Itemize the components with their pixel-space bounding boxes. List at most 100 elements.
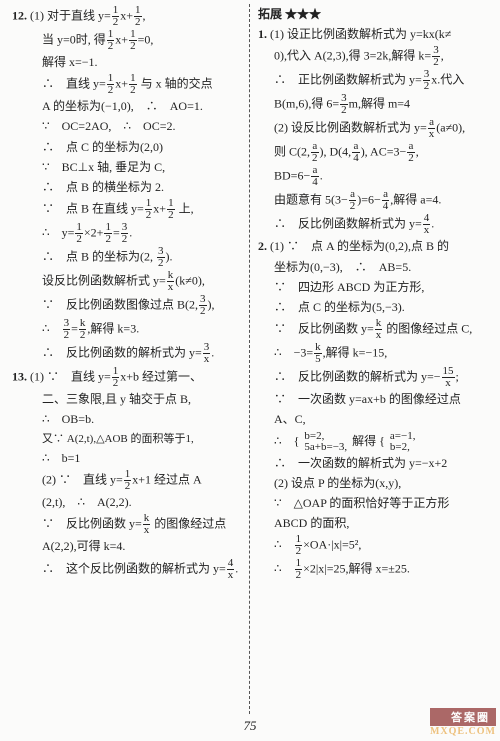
text: = xyxy=(71,321,78,335)
text: 当 y=0时, 得 xyxy=(42,32,106,46)
watermark: 答案圈 MXQE.COM xyxy=(430,708,496,737)
r2-l11: ∴ 一次函数的解析式为 y=−x+2 xyxy=(258,454,488,473)
r2-l2: 坐标为(0,−3), ∴ AB=5. xyxy=(258,258,488,277)
text: (a≠0), xyxy=(436,121,465,135)
p12-l5: A 的坐标为(−1,0), ∴ AO=1. xyxy=(12,97,241,116)
text: ∴ xyxy=(274,562,294,576)
text: , xyxy=(416,145,419,159)
text: . xyxy=(129,225,132,239)
r2-l12: (2) 设点 P 的坐标为(x,y), xyxy=(258,474,488,493)
text: ∴ { xyxy=(274,433,299,447)
text: 上, xyxy=(176,201,194,215)
r1-l7: BD=6−a4. xyxy=(258,165,488,188)
r2-l6: ∴ −3=k5,解得 k=−15, xyxy=(258,342,488,365)
section-header: 拓展 ★★★ xyxy=(258,5,488,24)
text: ), AC=3− xyxy=(361,145,407,159)
text: ; xyxy=(456,369,459,383)
p13-l4: 又∵ A(2,t),△AOB 的面积等于1, xyxy=(12,431,241,449)
text: x+1 经过点 A xyxy=(132,473,201,487)
text: 设反比例函数解析式 y= xyxy=(42,273,166,287)
page-number: 75 xyxy=(0,716,500,734)
p13-l5: ∴ b=1 xyxy=(12,449,241,468)
text: x+ xyxy=(120,8,133,22)
text: ,解得 k=3. xyxy=(87,321,139,335)
text: ∴ 直线 y= xyxy=(42,76,106,90)
text: x+ xyxy=(115,32,128,46)
text: (1) ∵ 直线 y= xyxy=(30,369,111,383)
p13-l6: (2) ∵ 直线 y=12x+1 经过点 A xyxy=(12,469,241,492)
p12-l9: ∴ 点 B 的横坐标为 2. xyxy=(12,178,241,197)
p12-l12: ∴ 点 B 的坐标为(2, 32). xyxy=(12,246,241,269)
left-column: 12. (1) 对于直线 y=12x+12, 当 y=0时, 得12x+12=0… xyxy=(8,4,250,714)
text: (2) ∵ 直线 y= xyxy=(42,473,123,487)
text: (1) 对于直线 y= xyxy=(30,8,111,22)
page-content: 12. (1) 对于直线 y=12x+12, 当 y=0时, 得12x+12=0… xyxy=(0,0,500,716)
r2-l4: ∴ 点 C 的坐标为(5,−3). xyxy=(258,298,488,317)
text: (1) ∵ 点 A 的坐标为(0,2),点 B 的 xyxy=(270,239,449,253)
text: = xyxy=(113,225,120,239)
text: ∴ xyxy=(274,538,294,552)
r1-l2: 0),代入 A(2,3),得 3=2k,解得 k=32, xyxy=(258,45,488,68)
text: ×2|x|=25,解得 x=±25. xyxy=(303,562,410,576)
r1-l9: ∴ 反比例函数解析式为 y=4x. xyxy=(258,213,488,236)
r2-l7: ∴ 反比例函数的解析式为 y=−15x; xyxy=(258,366,488,389)
text: x+ xyxy=(115,76,128,90)
p13-l9: A(2,2),可得 k=4. xyxy=(12,537,241,556)
text: ∴ 反比例函数的解析式为 y= xyxy=(42,345,202,359)
p12-l16: ∴ 反比例函数的解析式为 y=3x. xyxy=(12,342,241,365)
text: (k≠0), xyxy=(175,273,205,287)
text: B(m,6),得 6= xyxy=(274,97,339,111)
r1-l6: 则 C(2,a2), D(4,a4), AC=3−a2, xyxy=(258,141,488,164)
r1-l4: B(m,6),得 6=32m,解得 m=4 xyxy=(258,93,488,116)
text: . xyxy=(431,217,434,231)
text: ), D(4, xyxy=(320,145,352,159)
r2-l5: ∵ 反比例函数 y=kx 的图像经过点 C, xyxy=(258,318,488,341)
p13-l3: ∴ OB=b. xyxy=(12,410,241,429)
text: ), xyxy=(208,297,215,311)
p12-l10: ∵ 点 B 在直线 y=12x+12 上, xyxy=(12,198,241,221)
p12-l3: 解得 x=−1. xyxy=(12,53,241,72)
p12-l11: ∴ y=12×2+12=32. xyxy=(12,222,241,245)
r1-l3: ∴ 正比例函数解析式为 y=32x.代入 xyxy=(258,69,488,92)
p13-l10: ∴ 这个反比例函数的解析式为 y=4x. xyxy=(12,558,241,581)
text: ∴ 反比例函数解析式为 y= xyxy=(274,217,422,231)
num-12: 12. xyxy=(12,8,27,22)
r1-l1: 1. (1) 设正比例函数解析式为 y=kx(k≠ xyxy=(258,25,488,44)
r1-l5: (2) 设反比例函数解析式为 y=ax(a≠0), xyxy=(258,117,488,140)
text: , xyxy=(441,49,444,63)
p12-l14: ∵ 反比例函数图像过点 B(2,32), xyxy=(12,294,241,317)
num-1: 1. xyxy=(258,27,267,41)
r1-l8: 由题意有 5(3−a2)=6−a4,解得 a=4. xyxy=(258,189,488,212)
text: a=−1, xyxy=(389,431,417,442)
p13-l7: (2,t), ∴ A(2,2). xyxy=(12,493,241,512)
text: m,解得 m=4 xyxy=(349,97,410,111)
text: ∵ 反比例函数 y= xyxy=(42,517,142,531)
right-column: 拓展 ★★★ 1. (1) 设正比例函数解析式为 y=kx(k≠ 0),代入 A… xyxy=(250,4,492,714)
p13-l2: 二、三象限,且 y 轴交于点 B, xyxy=(12,390,241,409)
text: x+b 经过第一、 xyxy=(120,369,202,383)
text: ∵ 点 B 在直线 y= xyxy=(42,201,144,215)
text: )=6− xyxy=(357,193,381,207)
text: 的图像经过点 xyxy=(151,517,226,531)
text: . xyxy=(320,169,323,183)
p13-l1: 13. (1) ∵ 直线 y=12x+b 经过第一、 xyxy=(12,366,241,389)
watermark-bottom: MXQE.COM xyxy=(430,726,496,737)
r2-l9: A、C, xyxy=(258,410,488,429)
text: ∴ y= xyxy=(42,225,74,239)
watermark-top: 答案圈 xyxy=(430,708,496,726)
text: ,解得 k=−15, xyxy=(323,345,388,359)
p12-l4: ∴ 直线 y=12x+12 与 x 轴的交点 xyxy=(12,73,241,96)
text: ∵ 反比例函数图像过点 B(2, xyxy=(42,297,198,311)
text: ∴ 正比例函数解析式为 y= xyxy=(274,73,422,87)
text: (1) 设正比例函数解析式为 y=kx(k≠ xyxy=(270,27,451,41)
r2-l14: ABCD 的面积, xyxy=(258,514,488,533)
r2-l10: ∴ { b=2,5a+b=−3, 解得 { a=−1,b=2, xyxy=(258,431,488,453)
text: ∴ xyxy=(42,321,62,335)
text: ×OA·|x|=5², xyxy=(303,538,361,552)
r2-l15: ∴ 12×OA·|x|=5², xyxy=(258,534,488,557)
text: 由题意有 5(3− xyxy=(274,193,348,207)
text: (2, xyxy=(140,249,156,263)
text: 5a+b=−3, xyxy=(303,442,348,453)
text: ×2+ xyxy=(84,225,104,239)
text: . xyxy=(235,561,238,575)
